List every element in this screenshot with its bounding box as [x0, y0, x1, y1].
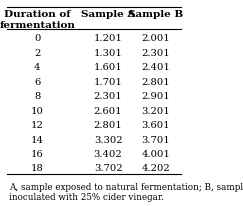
Text: Duration of
fermentation: Duration of fermentation	[0, 10, 75, 30]
Text: 3.702: 3.702	[94, 164, 122, 173]
Text: 1.601: 1.601	[94, 63, 122, 72]
Text: 2.801: 2.801	[94, 121, 122, 129]
Text: 1.301: 1.301	[94, 48, 122, 57]
Text: 4.001: 4.001	[141, 149, 170, 158]
Text: A, sample exposed to natural fermentation; B, samples
inoculated with 25% cider : A, sample exposed to natural fermentatio…	[9, 182, 243, 201]
Text: 3.601: 3.601	[142, 121, 170, 129]
Text: 10: 10	[31, 106, 44, 115]
Text: 3.302: 3.302	[94, 135, 122, 144]
Text: 2.001: 2.001	[141, 34, 170, 43]
Text: 4.202: 4.202	[141, 164, 170, 173]
Text: 1.201: 1.201	[94, 34, 122, 43]
Text: 8: 8	[34, 92, 41, 101]
Text: 2.801: 2.801	[141, 77, 170, 86]
Text: 14: 14	[31, 135, 44, 144]
Text: 0: 0	[34, 34, 41, 43]
Text: Sample B: Sample B	[128, 10, 183, 19]
Text: Sample A: Sample A	[81, 10, 135, 19]
Text: 4: 4	[34, 63, 41, 72]
Text: 2: 2	[34, 48, 41, 57]
Text: 2.601: 2.601	[94, 106, 122, 115]
Text: 3.701: 3.701	[141, 135, 170, 144]
Text: 2.401: 2.401	[141, 63, 170, 72]
Text: 1.701: 1.701	[94, 77, 122, 86]
Text: 6: 6	[34, 77, 40, 86]
Text: 3.201: 3.201	[141, 106, 170, 115]
Text: 12: 12	[31, 121, 44, 129]
Text: 18: 18	[31, 164, 44, 173]
Text: 2.901: 2.901	[141, 92, 170, 101]
Text: 3.402: 3.402	[94, 149, 122, 158]
Text: 2.301: 2.301	[94, 92, 122, 101]
Text: 2.301: 2.301	[141, 48, 170, 57]
Text: 16: 16	[31, 149, 44, 158]
